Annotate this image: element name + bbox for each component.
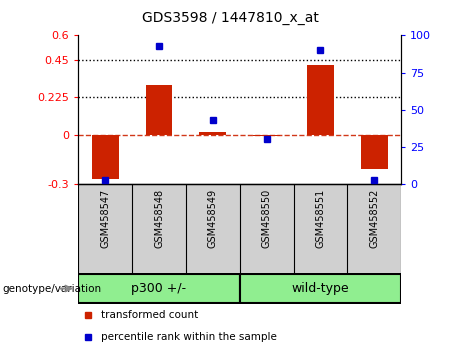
Text: GSM458551: GSM458551: [315, 188, 325, 248]
Bar: [78, 274, 240, 303]
Text: GDS3598 / 1447810_x_at: GDS3598 / 1447810_x_at: [142, 11, 319, 25]
Text: percentile rank within the sample: percentile rank within the sample: [101, 332, 277, 342]
Bar: [253, 135, 280, 136]
Text: GSM458548: GSM458548: [154, 188, 164, 248]
Text: GSM458550: GSM458550: [261, 188, 272, 248]
Bar: [361, 135, 388, 169]
Text: transformed count: transformed count: [101, 310, 198, 320]
Text: GSM458549: GSM458549: [208, 188, 218, 248]
Text: GSM458552: GSM458552: [369, 188, 379, 248]
Bar: [307, 65, 334, 135]
Text: p300 +/-: p300 +/-: [131, 282, 187, 295]
Text: wild-type: wild-type: [291, 282, 349, 295]
Bar: [199, 132, 226, 135]
Text: GSM458547: GSM458547: [100, 188, 110, 248]
Bar: [146, 85, 172, 135]
Bar: [240, 274, 401, 303]
Text: genotype/variation: genotype/variation: [2, 284, 101, 293]
Bar: [92, 135, 118, 179]
